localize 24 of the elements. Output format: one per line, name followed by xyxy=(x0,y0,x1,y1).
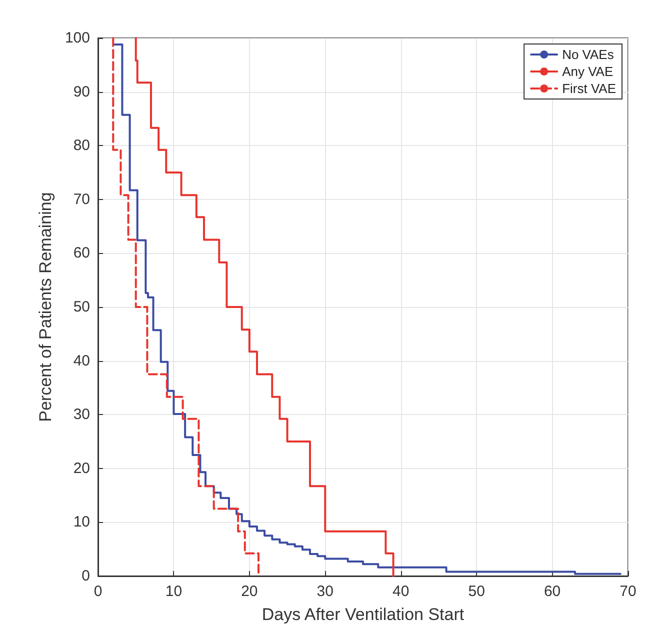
legend-label: Any VAE xyxy=(562,64,614,79)
x-axis-title: Days After Ventilation Start xyxy=(262,605,464,624)
y-tick-label: 50 xyxy=(73,298,90,316)
x-tick-label: 20 xyxy=(241,583,258,600)
y-tick-label: 80 xyxy=(73,137,90,154)
x-tick-label: 60 xyxy=(544,583,561,600)
y-tick-label: 20 xyxy=(73,460,90,477)
y-tick-label: 0 xyxy=(82,568,90,584)
x-tick-label: 70 xyxy=(620,583,636,600)
y-tick-label: 90 xyxy=(73,83,90,100)
y-tick-label: 60 xyxy=(73,244,90,262)
legend-label: No VAEs xyxy=(562,47,614,62)
x-tick-label: 0 xyxy=(94,583,102,600)
x-tick-label: 30 xyxy=(316,583,334,600)
x-tick-label: 40 xyxy=(392,583,410,600)
x-tick-label: 10 xyxy=(165,583,182,600)
legend-label: First VAE xyxy=(562,81,616,96)
y-tick-label: 70 xyxy=(73,190,90,208)
y-tick-label: 10 xyxy=(73,514,90,531)
y-tick-label: 40 xyxy=(73,352,90,370)
y-axis-title: Percent of Patients Remaining xyxy=(36,192,56,422)
y-tick-label: 30 xyxy=(73,406,90,424)
x-tick-label: 50 xyxy=(468,583,485,600)
y-tick-label: 100 xyxy=(64,30,90,46)
